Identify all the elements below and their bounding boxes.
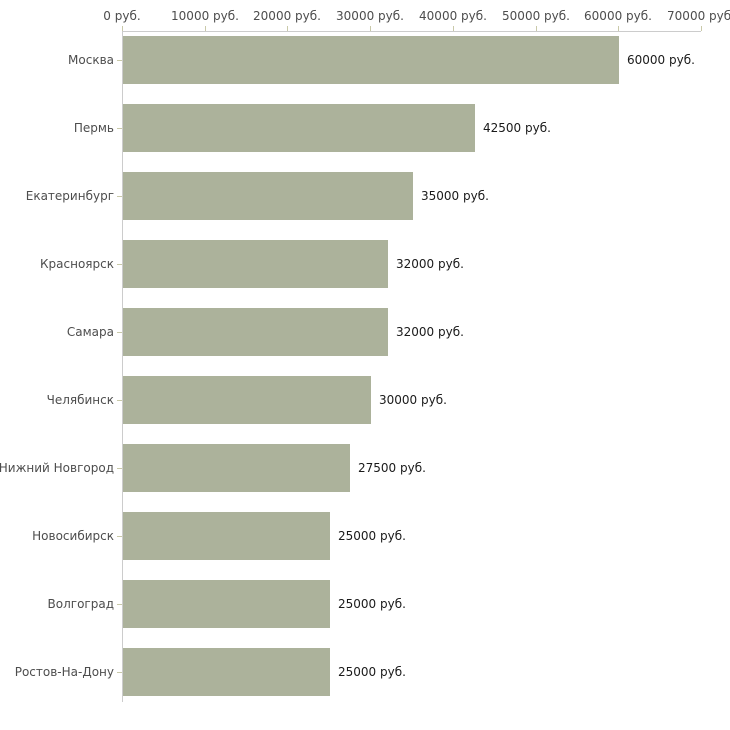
y-axis-tick-mark xyxy=(117,60,122,61)
x-axis-tick-label: 30000 руб. xyxy=(336,9,404,23)
x-axis-tick-label: 70000 руб. xyxy=(667,9,730,23)
category-label: Челябинск xyxy=(46,393,114,407)
value-label: 25000 руб. xyxy=(338,597,406,611)
x-axis-tick-label: 60000 руб. xyxy=(584,9,652,23)
category-label: Новосибирск xyxy=(32,529,114,543)
category-label: Нижний Новгород xyxy=(0,461,114,475)
x-axis-tick-mark xyxy=(205,26,206,31)
x-axis-tick-mark xyxy=(122,26,123,31)
y-axis-tick-mark xyxy=(117,468,122,469)
bar xyxy=(123,172,413,220)
x-axis-tick-label: 0 руб. xyxy=(103,9,141,23)
category-label: Екатеринбург xyxy=(25,189,114,203)
x-axis-tick-label: 40000 руб. xyxy=(419,9,487,23)
bar xyxy=(123,444,350,492)
category-label: Пермь xyxy=(73,121,114,135)
x-axis-tick-label: 50000 руб. xyxy=(502,9,570,23)
bar xyxy=(123,580,330,628)
bar xyxy=(123,512,330,560)
y-axis-tick-mark xyxy=(117,196,122,197)
value-label: 27500 руб. xyxy=(358,461,426,475)
x-axis-tick-mark xyxy=(287,26,288,31)
y-axis-line xyxy=(122,31,123,702)
y-axis-tick-mark xyxy=(117,332,122,333)
x-axis-tick-mark xyxy=(618,26,619,31)
y-axis-tick-mark xyxy=(117,672,122,673)
bar xyxy=(123,308,388,356)
bar xyxy=(123,36,619,84)
value-label: 35000 руб. xyxy=(421,189,489,203)
category-label: Москва xyxy=(68,53,114,67)
category-label: Ростов-На-Дону xyxy=(14,665,114,679)
y-axis-tick-mark xyxy=(117,400,122,401)
bar xyxy=(123,240,388,288)
y-axis-tick-mark xyxy=(117,536,122,537)
bar xyxy=(123,104,475,152)
category-label: Волгоград xyxy=(47,597,114,611)
x-axis-tick-mark xyxy=(370,26,371,31)
x-axis-tick-mark xyxy=(453,26,454,31)
x-axis-tick-mark xyxy=(536,26,537,31)
x-axis-line xyxy=(122,31,701,32)
bar xyxy=(123,648,330,696)
x-axis-tick-label: 10000 руб. xyxy=(171,9,239,23)
value-label: 30000 руб. xyxy=(379,393,447,407)
bar xyxy=(123,376,371,424)
category-label: Самара xyxy=(66,325,114,339)
value-label: 25000 руб. xyxy=(338,529,406,543)
x-axis-tick-label: 20000 руб. xyxy=(253,9,321,23)
y-axis-tick-mark xyxy=(117,604,122,605)
value-label: 60000 руб. xyxy=(627,53,695,67)
category-label: Красноярск xyxy=(40,257,114,271)
value-label: 42500 руб. xyxy=(483,121,551,135)
value-label: 32000 руб. xyxy=(396,325,464,339)
value-label: 25000 руб. xyxy=(338,665,406,679)
value-label: 32000 руб. xyxy=(396,257,464,271)
y-axis-tick-mark xyxy=(117,128,122,129)
y-axis-tick-mark xyxy=(117,264,122,265)
x-axis-tick-mark xyxy=(701,26,702,31)
